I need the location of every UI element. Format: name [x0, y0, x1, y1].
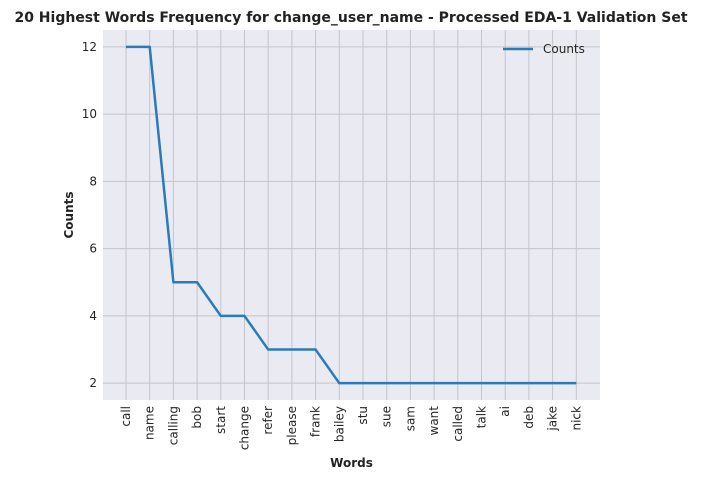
x-tick-label: called [451, 406, 465, 442]
legend: Counts [503, 42, 585, 56]
x-tick-label: bob [190, 406, 204, 429]
x-tick-label: deb [522, 406, 536, 429]
x-axis-label: Words [330, 456, 373, 470]
chart-title: 20 Highest Words Frequency for change_us… [14, 10, 687, 26]
y-tick-label: 2 [89, 376, 97, 390]
x-tick-label: stu [356, 406, 370, 425]
x-tick-label: please [285, 406, 299, 445]
x-tick-label: sue [380, 406, 394, 427]
y-tick-label: 10 [82, 107, 97, 121]
x-tick-label: sam [403, 406, 417, 431]
series-line-counts [126, 45, 577, 385]
x-tick-label: name [143, 406, 157, 440]
y-tick-label: 8 [89, 174, 97, 188]
y-axis: 2 4 6 8 10 12 [82, 40, 97, 390]
plot-area [103, 30, 600, 400]
x-tick-label: ai [498, 406, 512, 417]
x-tick-label: calling [166, 406, 180, 445]
y-tick-label: 4 [89, 309, 97, 323]
grid-lines [103, 30, 600, 400]
x-tick-label: bailey [332, 406, 346, 442]
y-axis-label: Counts [62, 191, 76, 238]
x-tick-label: frank [309, 406, 323, 437]
x-axis: call name calling bob start change refer please… [119, 406, 583, 450]
x-tick-label: call [119, 406, 133, 427]
y-tick-label: 6 [89, 242, 97, 256]
x-tick-label: refer [261, 406, 275, 435]
x-tick-label: want [427, 406, 441, 436]
x-tick-label: talk [475, 406, 489, 428]
x-tick-label: nick [569, 406, 583, 431]
series-layer [126, 45, 577, 385]
x-tick-label: start [214, 406, 228, 434]
legend-label-counts: Counts [543, 42, 585, 56]
x-tick-label: change [238, 406, 252, 450]
x-tick-label: jake [546, 406, 560, 432]
y-tick-label: 12 [82, 40, 97, 54]
